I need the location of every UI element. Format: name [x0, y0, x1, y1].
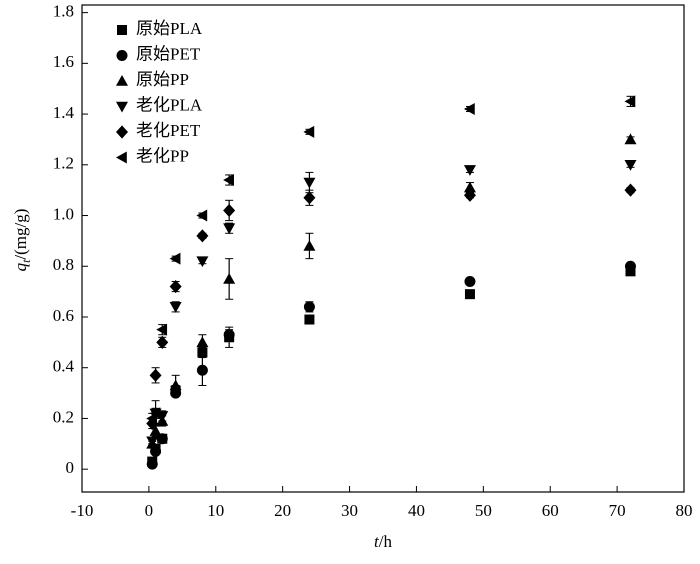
- y-label-var: q: [11, 262, 30, 271]
- y-label-sub: t: [19, 259, 33, 263]
- x-tick-label: 20: [274, 501, 291, 520]
- x-tick-label: 40: [408, 501, 425, 520]
- data-point: [197, 347, 208, 358]
- legend-marker: [116, 75, 128, 86]
- data-point: [463, 181, 476, 193]
- legend-label: 老化PLA: [136, 95, 203, 114]
- x-tick-label: 50: [475, 501, 492, 520]
- data-point: [223, 223, 236, 235]
- legend-label: 原始PET: [136, 44, 201, 63]
- legend-label: 原始PLA: [136, 19, 203, 38]
- data-point: [196, 209, 208, 222]
- x-axis-label: t/h: [374, 532, 392, 551]
- x-tick-label: -10: [71, 501, 94, 520]
- data-point: [624, 183, 637, 197]
- data-point: [303, 191, 316, 205]
- legend-label: 老化PP: [136, 146, 189, 165]
- data-point: [223, 329, 235, 341]
- legend-marker: [116, 50, 128, 61]
- data-point: [149, 368, 162, 382]
- legend-marker: [117, 25, 127, 35]
- y-tick-label: 0.6: [53, 306, 74, 325]
- data-point: [196, 256, 209, 268]
- y-tick-label: 1.0: [53, 204, 74, 223]
- data-point: [624, 159, 637, 171]
- data-point: [169, 302, 182, 313]
- data-point: [464, 275, 476, 287]
- data-point: [624, 133, 637, 145]
- data-point: [624, 260, 636, 272]
- data-point: [156, 335, 169, 349]
- data-point: [146, 436, 159, 448]
- data-point: [223, 174, 234, 187]
- y-tick-label: 0.8: [53, 255, 74, 274]
- x-label-var: t: [374, 532, 380, 551]
- x-tick-label: 0: [145, 501, 154, 520]
- y-tick-label: 1.6: [53, 52, 74, 71]
- data-point: [223, 203, 236, 218]
- data-point: [463, 102, 475, 115]
- data-point: [223, 272, 236, 284]
- y-tick-label: 0.4: [53, 357, 75, 376]
- y-tick-label: 1.8: [53, 2, 74, 21]
- x-tick-label: 70: [609, 501, 626, 520]
- data-point: [464, 289, 475, 300]
- data-point: [196, 229, 209, 243]
- data-point: [303, 301, 315, 313]
- data-point: [196, 364, 208, 376]
- y-tick-label: 0: [66, 458, 75, 477]
- legend-marker: [116, 125, 128, 139]
- data-point: [169, 279, 182, 294]
- y-axis-label: qt/(mg/g): [11, 209, 33, 272]
- y-tick-label: 1.2: [53, 154, 74, 173]
- data-point: [463, 165, 476, 176]
- data-point: [463, 188, 476, 202]
- data-point: [196, 336, 209, 348]
- data-point: [149, 425, 162, 436]
- data-point: [303, 239, 316, 251]
- data-point: [303, 177, 316, 189]
- data-point: [303, 125, 315, 138]
- plot-frame: [81, 4, 685, 493]
- x-label-unit: /h: [379, 532, 393, 551]
- data-point: [150, 445, 162, 457]
- y-tick-label: 0.2: [53, 407, 74, 426]
- x-tick-label: 30: [341, 501, 358, 520]
- data-point: [156, 323, 168, 336]
- data-point: [149, 407, 161, 420]
- data-point: [624, 95, 636, 108]
- x-tick-label: 10: [207, 501, 224, 520]
- legend-marker: [116, 101, 128, 113]
- x-tick-label: 60: [542, 501, 559, 520]
- data-point: [304, 314, 315, 325]
- legend-label: 老化PET: [136, 121, 201, 140]
- data-point: [169, 379, 182, 391]
- y-tick-label: 1.4: [53, 103, 75, 122]
- legend-marker: [116, 151, 127, 164]
- y-label-unit: /(mg/g): [11, 209, 30, 260]
- data-point: [169, 252, 181, 265]
- data-point: [146, 458, 158, 470]
- x-tick-label: 80: [676, 501, 693, 520]
- legend-label: 原始PP: [136, 70, 189, 89]
